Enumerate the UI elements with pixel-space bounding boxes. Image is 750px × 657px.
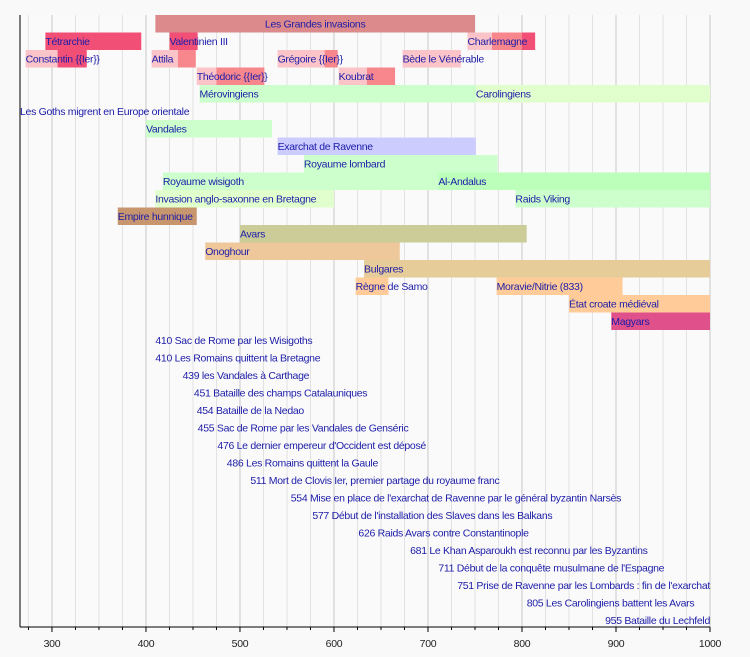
x-tick-label: 500 — [232, 638, 249, 650]
timeline-bar — [239, 225, 527, 243]
bar-label: Royaume wisigoth — [163, 176, 244, 188]
bar-label: Attila — [152, 54, 174, 66]
timeline-bar — [155, 15, 475, 33]
timeline-bar — [568, 295, 710, 313]
bar-label: Invasion anglo-saxonne en Bretagne — [155, 194, 316, 206]
bar-label: Exarchat de Ravenne — [278, 141, 374, 153]
x-tick-label: 300 — [44, 638, 61, 650]
bar-label: Bulgares — [364, 264, 403, 276]
timeline-bar — [366, 67, 396, 85]
timeline-bar — [438, 172, 710, 190]
bar-label: Koubrat — [339, 71, 374, 83]
bar-label: Raids Viking — [515, 194, 570, 206]
x-tick-label: 1000 — [699, 638, 722, 650]
timeline-bar — [491, 32, 522, 50]
bar-label: Vandales — [146, 124, 187, 136]
timeline-bar — [177, 50, 196, 68]
timeline-bar — [45, 32, 142, 50]
event-label: 554 Mise en place de l'exarchat de Raven… — [291, 493, 621, 505]
timeline-bar — [151, 50, 178, 68]
timeline-bar — [145, 120, 272, 138]
timeline-bar — [402, 50, 461, 68]
event-label: 454 Bataille de la Nedao — [197, 405, 305, 417]
bar-label: Règne de Samo — [356, 281, 428, 293]
event-label: 486 Les Romains quittent la Gaule — [227, 458, 379, 470]
timeline-bar — [303, 155, 498, 173]
bar-label: Bède le Vénérable — [403, 54, 485, 66]
x-tick-label: 800 — [514, 638, 531, 650]
event-label: 410 Sac de Rome par les Wisigoths — [155, 335, 312, 347]
event-label: 451 Bataille des champs Catalauniques — [194, 388, 367, 400]
bar-label: Onoghour — [205, 246, 250, 258]
bar-label: Les Goths migrent en Europe orientale — [20, 106, 190, 118]
event-label: 455 Sac de Rome par les Vandales de Gens… — [198, 423, 409, 435]
event-label: 577 Début de l'installation des Slaves d… — [312, 510, 552, 522]
bar-label: Tétrarchie — [45, 36, 90, 48]
bar-label: Avars — [240, 229, 265, 241]
x-tick-label: 700 — [420, 638, 437, 650]
timeline-bar — [277, 137, 476, 155]
event-label: 681 Le Khan Asparoukh est reconnu par le… — [410, 545, 647, 557]
x-tick-label: 900 — [608, 638, 625, 650]
event-label: 711 Début de la conquête musulmane de l'… — [438, 563, 664, 575]
timeline-bar — [199, 85, 476, 103]
bar-label: Al-Andalus — [438, 176, 486, 188]
bar-label: Grégoire {{Ier}} — [278, 54, 344, 66]
bar-label: Carolingiens — [476, 89, 531, 101]
timeline-bar — [216, 67, 265, 85]
timeline-bar — [611, 312, 710, 330]
timeline-bar — [355, 277, 389, 295]
timeline-bar — [205, 242, 400, 260]
timeline-bar — [117, 207, 197, 225]
event-label: 751 Prise de Ravenne par les Lombards : … — [457, 580, 710, 592]
timeline-bar — [196, 67, 217, 85]
plot-area — [20, 15, 710, 627]
timeline-bar — [155, 190, 334, 208]
timeline-bar — [364, 260, 710, 278]
bar-label: Valentinien III — [169, 36, 227, 48]
timeline-bar — [169, 32, 198, 50]
event-label: 476 Le dernier empereur d'Occident est d… — [217, 440, 426, 452]
bar-label: Mérovingiens — [200, 89, 259, 101]
event-label: 410 Les Romains quittent la Bretagne — [155, 353, 320, 365]
event-label: 511 Mort de Clovis Ier, premier partage … — [250, 475, 499, 487]
timeline-bar — [324, 50, 338, 68]
event-label: 439 les Vandales à Carthage — [183, 370, 310, 382]
event-label: 955 Bataille du Lechfeld — [605, 615, 710, 627]
bar-label: Charlemagne — [467, 36, 527, 48]
timeline-bar — [496, 277, 623, 295]
event-label: 626 Raids Avars contre Constantinople — [358, 528, 529, 540]
timeline-bar — [277, 50, 325, 68]
bar-label: Constantin {{Ier}} — [26, 54, 101, 66]
timeline-bar — [467, 32, 492, 50]
bar-label: Empire hunnique — [118, 211, 193, 223]
timeline-bar — [515, 190, 710, 208]
timeline-bar — [57, 50, 87, 68]
timeline-bar — [25, 50, 58, 68]
bar-label: Magyars — [611, 316, 649, 328]
timeline-bar — [521, 32, 536, 50]
x-tick-label: 400 — [138, 638, 155, 650]
timeline-bar — [475, 85, 710, 103]
bar-label: Les Grandes invasions — [265, 19, 366, 31]
bar-label: Moravie/Nitrie (833) — [497, 281, 583, 293]
timeline-bar — [338, 67, 367, 85]
bar-label: Théodoric {{Ier}} — [197, 71, 269, 83]
bar-label: État croate médiéval — [569, 298, 659, 311]
event-label: 805 Les Carolingiens battent les Avars — [527, 598, 695, 610]
x-tick-label: 600 — [326, 638, 343, 650]
timeline-bar — [162, 172, 447, 190]
bar-label: Royaume lombard — [304, 159, 386, 171]
